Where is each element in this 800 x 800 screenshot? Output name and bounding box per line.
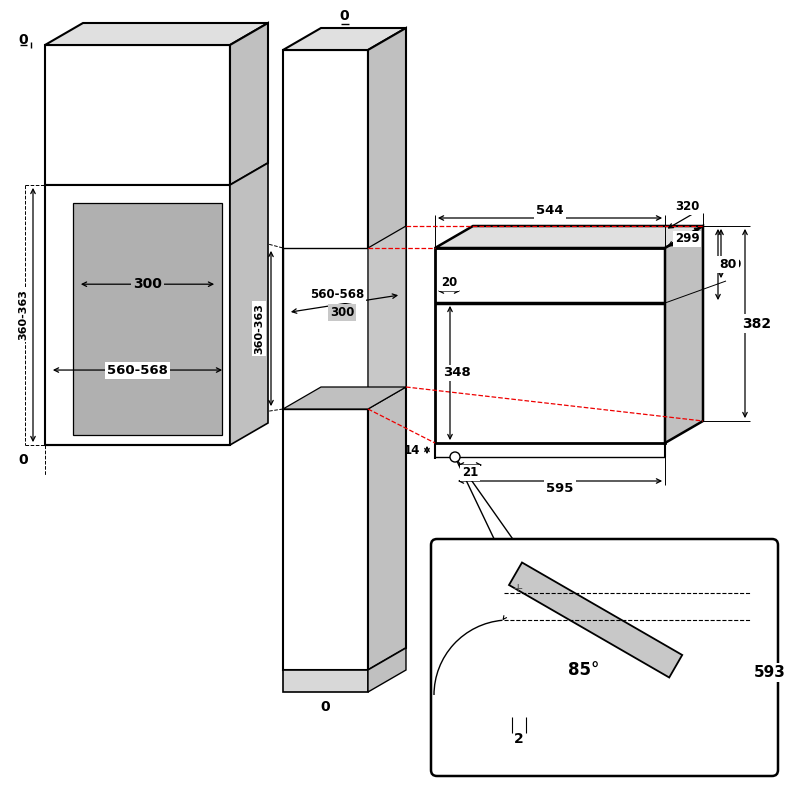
Bar — [45, 45, 230, 185]
Bar — [283, 670, 368, 692]
Polygon shape — [283, 387, 406, 409]
Text: +: + — [512, 582, 523, 595]
Bar — [45, 185, 230, 445]
Text: 300: 300 — [330, 306, 354, 319]
Polygon shape — [368, 648, 406, 692]
Text: 560-568: 560-568 — [107, 363, 168, 377]
Polygon shape — [368, 28, 406, 670]
Text: 80: 80 — [724, 258, 742, 271]
Text: 14: 14 — [404, 443, 420, 457]
Text: 80: 80 — [719, 258, 737, 271]
Text: 21: 21 — [462, 466, 478, 479]
Polygon shape — [45, 23, 268, 45]
Text: 20: 20 — [441, 277, 457, 290]
Text: 0: 0 — [18, 33, 28, 47]
Polygon shape — [665, 226, 703, 443]
Text: 593: 593 — [754, 665, 786, 680]
Bar — [435, 248, 665, 443]
Text: 348: 348 — [443, 366, 471, 379]
Bar — [73, 203, 222, 435]
Text: 560-568: 560-568 — [310, 288, 364, 301]
Text: 0: 0 — [340, 9, 350, 23]
Text: 360-363: 360-363 — [18, 290, 28, 341]
Text: 382: 382 — [742, 317, 771, 330]
Text: 0: 0 — [18, 453, 28, 467]
Text: 360-363: 360-363 — [254, 303, 264, 354]
Polygon shape — [230, 23, 268, 185]
Polygon shape — [283, 28, 406, 50]
FancyBboxPatch shape — [431, 539, 778, 776]
Polygon shape — [368, 226, 406, 409]
Polygon shape — [230, 163, 268, 445]
Text: 544: 544 — [536, 205, 564, 218]
Text: 320: 320 — [675, 201, 699, 214]
Bar — [283, 50, 368, 670]
Text: 0: 0 — [321, 700, 330, 714]
Polygon shape — [509, 562, 682, 678]
Text: 299: 299 — [674, 233, 699, 246]
Text: 2: 2 — [514, 732, 524, 746]
Bar — [283, 248, 368, 409]
Text: 85°: 85° — [568, 661, 600, 679]
Polygon shape — [435, 226, 703, 248]
Text: 300: 300 — [133, 278, 162, 291]
Text: 595: 595 — [546, 482, 574, 494]
Circle shape — [450, 452, 460, 462]
